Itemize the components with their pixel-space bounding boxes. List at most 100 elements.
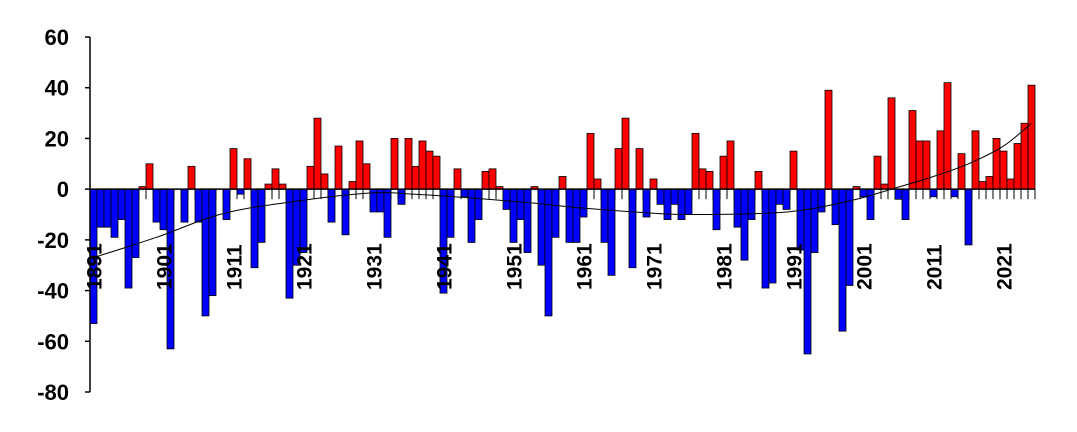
bar-2025 [1027,84,1036,190]
bar-1980 [712,188,721,231]
bar-2016 [964,188,973,246]
bar-1937 [411,165,420,190]
bar-1900 [152,188,161,223]
bar-1977 [691,132,700,190]
bar-1958 [558,176,567,190]
bar-1897 [131,188,140,259]
bar-1911 [229,148,238,190]
bar-2018 [978,181,987,190]
bar-1912 [236,188,245,195]
bar-1894 [110,188,119,238]
bar-1908 [208,188,217,297]
bar-1982 [726,140,735,190]
bar-2014 [950,188,959,198]
bar-1985 [747,188,756,220]
x-tick-label: 2021 [994,243,1017,290]
bar-1917 [271,168,280,190]
bar-2003 [873,155,882,190]
x-tick-label: 1921 [294,243,317,290]
bar-1984 [740,188,749,261]
bar-1967 [621,117,630,190]
bar-2006 [894,188,903,200]
bar-1940 [432,155,441,190]
x-tick-label: 1991 [784,243,807,290]
bar-1965 [607,188,616,276]
bar-1979 [705,170,714,190]
bar-2015 [957,153,966,190]
bar-2002 [866,188,875,220]
bar-1935 [397,188,406,205]
bar-1955 [537,188,546,266]
x-tick-label: 2011 [924,244,947,290]
bar-1918 [278,183,287,190]
bar-2024 [1020,122,1029,190]
bar-2004 [880,183,889,190]
bar-2008 [908,110,917,190]
bar-1928 [348,181,357,190]
bar-1981 [719,155,728,190]
x-tick-label: 1891 [84,243,107,290]
bar-1944 [460,188,469,198]
x-tick-label: 1911 [224,244,247,290]
y-tick-label: -20 [37,228,69,253]
bar-1915 [257,188,266,243]
bar-1963 [593,178,602,190]
bars [89,82,1036,355]
bar-2010 [922,140,931,190]
bar-1950 [502,188,511,210]
bar-1953 [523,188,532,253]
bar-1916 [264,183,273,190]
bar-1893 [103,188,112,228]
bar-1971 [649,178,658,190]
bar-2007 [901,188,910,220]
bar-1986 [754,170,763,190]
bar-1961 [579,188,588,218]
bar-1943 [453,168,462,190]
bar-1974 [670,188,679,205]
bar-1938 [418,140,427,190]
bar-1952 [516,188,525,220]
bar-1991 [789,150,798,190]
bar-1910 [222,188,231,220]
bar-2020 [992,138,1001,190]
bar-1978 [698,168,707,190]
bar-1925 [327,188,336,223]
bar-1951 [509,188,518,243]
bar-1927 [341,188,350,236]
bar-2019 [985,176,994,190]
bar-1959 [565,188,574,243]
bar-1999 [845,188,854,286]
y-tick-label: -60 [37,329,69,354]
bar-2005 [887,97,896,190]
bar-1947 [481,170,490,190]
bar-1939 [425,150,434,190]
bar-1997 [831,188,840,226]
bar-1904 [180,188,189,223]
bar-1989 [775,188,784,205]
bar-1905 [187,165,196,190]
bar-1896 [124,188,133,289]
x-tick-label: 1951 [504,243,527,290]
y-tick-label: 40 [45,76,69,101]
bar-1956 [544,188,553,317]
bar-1964 [600,188,609,243]
bar-1992 [796,188,805,251]
x-tick-label: 1941 [434,243,457,290]
bar-1988 [768,188,777,284]
bar-1906 [194,188,203,223]
y-tick-label: -80 [37,380,69,405]
bar-1962 [586,132,595,190]
x-tick-label: 1971 [644,243,667,290]
bar-1929 [355,140,364,190]
y-tick-label: 60 [45,25,69,50]
bar-1948 [488,168,497,190]
y-tick-label: 0 [57,177,69,202]
bar-1907 [201,188,210,317]
bar-1987 [761,188,770,289]
bar-2023 [1013,143,1022,190]
bar-1892 [96,188,105,228]
bar-2013 [943,82,952,190]
y-tick-label: 20 [45,126,69,151]
bar-1924 [320,173,329,190]
x-tick-label: 1981 [714,243,737,290]
